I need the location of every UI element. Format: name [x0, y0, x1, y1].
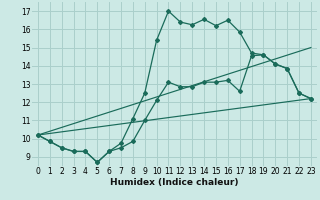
X-axis label: Humidex (Indice chaleur): Humidex (Indice chaleur) [110, 178, 239, 187]
